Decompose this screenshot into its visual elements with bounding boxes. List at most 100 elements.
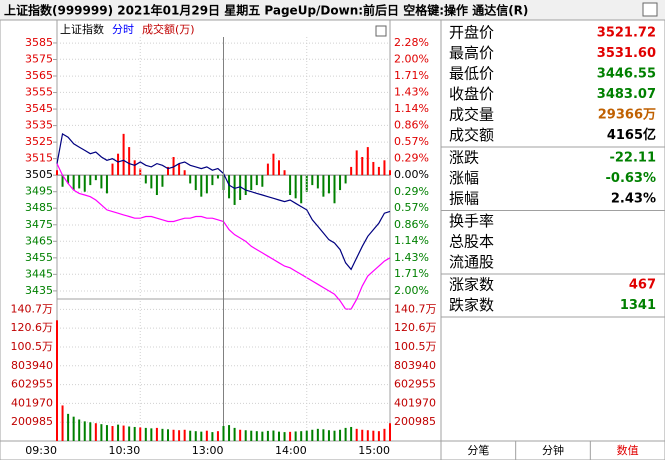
breadth-bar bbox=[244, 175, 247, 196]
tab-label[interactable]: 数值 bbox=[617, 444, 639, 457]
breadth-bar bbox=[117, 153, 120, 176]
panel-value: 3446.55 bbox=[597, 67, 656, 82]
y2-tick-label: 200985 bbox=[394, 415, 436, 428]
breadth-bar bbox=[294, 175, 297, 199]
breadth-bar bbox=[200, 175, 203, 197]
y-tick-label: 803940 bbox=[11, 359, 53, 372]
x-tick-label: 09:30 bbox=[25, 444, 57, 457]
volume-bar bbox=[111, 426, 114, 441]
volume-bar bbox=[305, 430, 308, 441]
y2-tick-label: 1.43% bbox=[394, 251, 429, 264]
breadth-bar bbox=[139, 168, 142, 176]
volume-bar bbox=[244, 430, 247, 441]
tab-label[interactable]: 分笔 bbox=[467, 443, 489, 457]
x-tick-label: 10:30 bbox=[109, 444, 141, 457]
volume-bar bbox=[211, 432, 214, 441]
panel-value: 4165亿 bbox=[607, 127, 656, 143]
volume-bar bbox=[72, 416, 75, 441]
panel-label: 最低价 bbox=[449, 65, 494, 83]
y-tick-label: 3515 bbox=[25, 152, 53, 165]
y-tick-label: 3435 bbox=[25, 284, 53, 297]
volume-bar bbox=[150, 428, 153, 441]
volume-bar bbox=[344, 427, 347, 441]
breadth-bar bbox=[189, 175, 192, 184]
volume-bar bbox=[272, 430, 275, 441]
panel-value: 1341 bbox=[620, 298, 656, 313]
volume-bar bbox=[333, 430, 336, 441]
volume-bar bbox=[83, 421, 86, 441]
breadth-bar bbox=[72, 175, 75, 191]
frame bbox=[0, 19, 665, 460]
y2-tick-label: 0.57% bbox=[394, 135, 429, 148]
volume-bar bbox=[161, 428, 164, 441]
volume-bar bbox=[278, 431, 280, 441]
panel-label: 涨家数 bbox=[449, 276, 494, 294]
volume-bar bbox=[383, 428, 386, 441]
panel-label: 换手率 bbox=[449, 212, 494, 230]
volume-bar bbox=[300, 431, 303, 441]
panel-value: -22.11 bbox=[609, 151, 656, 166]
y-tick-label: 3535 bbox=[25, 119, 53, 132]
volume-bar bbox=[228, 425, 231, 441]
breadth-bar bbox=[216, 175, 219, 179]
volume-bar bbox=[183, 429, 186, 441]
y-tick-label: 200985 bbox=[11, 415, 53, 428]
breadth-bar bbox=[167, 166, 169, 176]
breadth-bar bbox=[61, 175, 64, 187]
volume-bar bbox=[200, 431, 203, 441]
breadth-bar bbox=[383, 160, 386, 176]
legend-label: 分时 bbox=[112, 23, 134, 36]
panel-label: 涨跌 bbox=[449, 149, 479, 167]
volume-bar bbox=[377, 431, 380, 441]
volume-bar bbox=[216, 431, 219, 441]
volume-bar bbox=[311, 429, 314, 441]
breadth-bar bbox=[366, 147, 369, 176]
panel-value: 2.43% bbox=[611, 192, 656, 207]
panel-value: 3521.72 bbox=[597, 26, 656, 41]
volume-bar bbox=[361, 429, 364, 441]
breadth-bar bbox=[327, 175, 330, 194]
y2-tick-label: 0.00% bbox=[394, 168, 429, 181]
breadth-bar bbox=[155, 175, 158, 196]
settings-icon[interactable] bbox=[375, 25, 387, 37]
volume-bar bbox=[105, 425, 108, 441]
panel-value: 3483.07 bbox=[597, 87, 656, 102]
volume-bar bbox=[94, 423, 97, 441]
panel-value: 467 bbox=[629, 278, 656, 293]
y-tick-label: 120.6万 bbox=[11, 321, 54, 334]
y-tick-label: 3495 bbox=[25, 185, 53, 198]
breadth-bar bbox=[289, 175, 292, 196]
panel-label: 收盘价 bbox=[449, 85, 494, 103]
breadth-bar bbox=[194, 175, 197, 191]
breadth-bar bbox=[350, 166, 353, 176]
y-tick-label: 3525 bbox=[25, 135, 53, 148]
volume-bar bbox=[167, 429, 169, 441]
breadth-bar bbox=[283, 170, 286, 176]
panel-label: 开盘价 bbox=[449, 24, 494, 42]
panel-value: -0.63% bbox=[606, 171, 657, 186]
close-button[interactable] bbox=[642, 2, 658, 17]
title-bar bbox=[0, 0, 665, 20]
y-tick-label: 3575 bbox=[25, 52, 53, 65]
volume-bar bbox=[233, 427, 236, 441]
breadth-bar bbox=[111, 163, 114, 176]
y2-tick-label: 2.28% bbox=[394, 36, 429, 49]
y2-tick-label: 803940 bbox=[394, 359, 436, 372]
y-tick-label: 3555 bbox=[25, 86, 53, 99]
y2-tick-label: 1.14% bbox=[394, 234, 429, 247]
volume-bar bbox=[222, 426, 225, 441]
breadth-bar bbox=[361, 157, 364, 176]
volume-bar bbox=[350, 426, 353, 441]
breadth-bar bbox=[56, 170, 58, 176]
volume-bar bbox=[172, 429, 175, 441]
y2-tick-label: 0.57% bbox=[394, 201, 429, 214]
y-tick-label: 602955 bbox=[11, 378, 53, 391]
y2-tick-label: 602955 bbox=[394, 378, 436, 391]
breadth-bar bbox=[311, 175, 314, 186]
y-tick-label: 3545 bbox=[25, 102, 53, 115]
volume-bar bbox=[56, 320, 58, 441]
y2-tick-label: 2.00% bbox=[394, 284, 429, 297]
y-tick-label: 3445 bbox=[25, 267, 53, 280]
tab-label[interactable]: 分钟 bbox=[542, 443, 564, 457]
